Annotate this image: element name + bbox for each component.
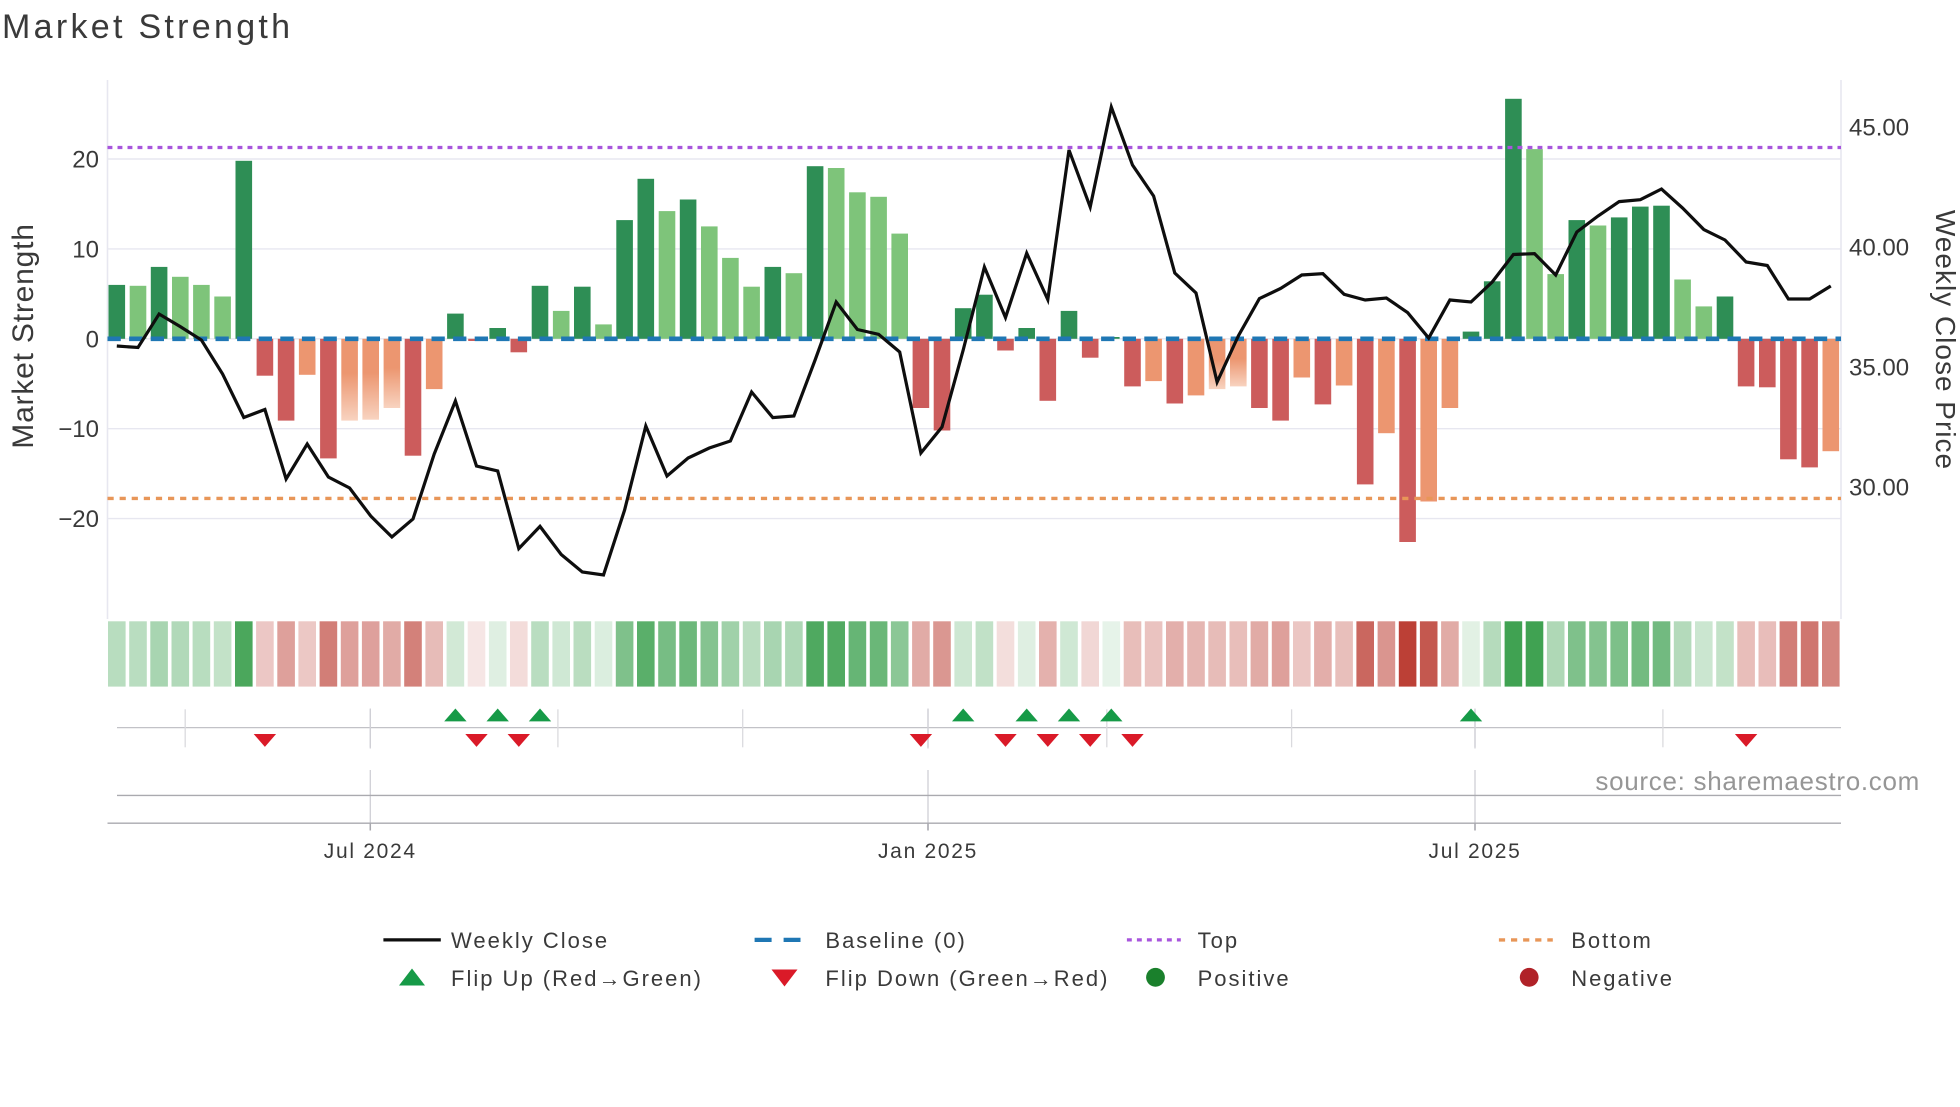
svg-text:35.00: 35.00 (1849, 355, 1909, 382)
svg-text:Flip Up (Red→Green): Flip Up (Red→Green) (451, 966, 703, 991)
svg-text:10: 10 (72, 236, 99, 263)
svg-text:Jan 2025: Jan 2025 (878, 840, 978, 863)
svg-text:Market Strength: Market Strength (7, 223, 40, 448)
svg-text:40.00: 40.00 (1849, 235, 1909, 262)
svg-text:Jul 2025: Jul 2025 (1429, 840, 1522, 863)
svg-text:−10: −10 (58, 416, 99, 443)
svg-text:Weekly Close: Weekly Close (451, 928, 609, 953)
svg-text:Weekly Close Price: Weekly Close Price (1930, 210, 1960, 470)
svg-text:Negative: Negative (1571, 966, 1674, 991)
svg-text:−20: −20 (58, 506, 99, 533)
svg-text:Market Strength: Market Strength (2, 8, 293, 46)
svg-text:Positive: Positive (1198, 966, 1291, 991)
svg-text:20: 20 (72, 147, 99, 174)
svg-text:Baseline (0): Baseline (0) (825, 928, 966, 953)
svg-text:0: 0 (86, 326, 99, 353)
svg-text:source: sharemaestro.com: source: sharemaestro.com (1595, 766, 1920, 796)
svg-text:Bottom: Bottom (1571, 928, 1653, 953)
svg-text:Flip Down (Green→Red): Flip Down (Green→Red) (825, 966, 1109, 991)
svg-text:30.00: 30.00 (1849, 475, 1909, 502)
svg-text:45.00: 45.00 (1849, 115, 1909, 142)
svg-text:Top: Top (1198, 928, 1239, 953)
svg-text:Jul 2024: Jul 2024 (324, 840, 417, 863)
